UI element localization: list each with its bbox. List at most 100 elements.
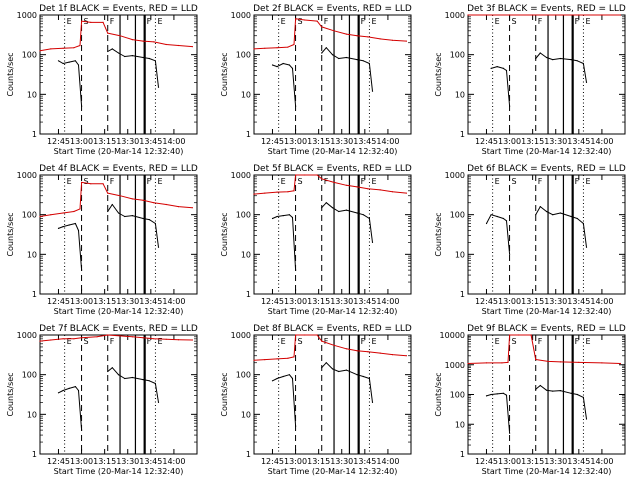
events-point: [295, 425, 297, 427]
events-point: [148, 380, 150, 382]
lld-point: [90, 183, 92, 185]
events-series-line: [535, 385, 587, 420]
events-point: [576, 217, 578, 220]
lld-point: [530, 334, 532, 336]
lld-point: [62, 47, 64, 49]
events-point: [81, 269, 83, 271]
x-tick-label: 14:00: [162, 457, 185, 466]
y-tick-label: 10: [241, 250, 251, 259]
lld-point: [177, 339, 180, 341]
x-tick-label: 13:00: [284, 137, 307, 146]
lld-point: [177, 44, 180, 47]
lld-point: [535, 358, 537, 361]
x-tick-label: 13:15: [307, 137, 330, 146]
lld-point: [379, 38, 381, 40]
events-point: [291, 377, 294, 380]
events-point: [325, 202, 327, 204]
lld-point: [90, 21, 92, 23]
marker-label: F: [324, 337, 329, 346]
lld-point: [293, 190, 295, 192]
y-tick-label: 100: [236, 51, 251, 60]
x-tick-label: 13:45: [353, 457, 376, 466]
y-tick-label: 1000: [17, 171, 37, 180]
events-point: [362, 375, 364, 378]
y-axis-label: Counts/sec: [434, 52, 443, 96]
y-tick-label: 1: [32, 130, 37, 139]
lld-point: [345, 348, 347, 350]
lld-point: [304, 174, 306, 176]
marker-label: F: [110, 17, 115, 26]
lld-point: [509, 334, 511, 336]
x-tick-label: 13:00: [284, 297, 307, 306]
lld-point: [191, 46, 193, 48]
y-tick-label: 10: [455, 420, 465, 429]
lld-point: [367, 36, 369, 38]
y-tick-label: 100: [236, 371, 251, 380]
events-point: [124, 55, 126, 58]
events-point: [81, 105, 83, 107]
y-tick-label: 10: [27, 410, 37, 419]
lld-point: [316, 174, 318, 176]
lld-point: [50, 339, 52, 341]
lld-point: [73, 210, 75, 213]
x-tick-label: 13:00: [70, 137, 93, 146]
chart-title: Det 5f BLACK = Events, RED = LLD: [253, 164, 412, 174]
x-tick-label: 13:30: [330, 457, 353, 466]
lld-point: [316, 334, 318, 336]
x-tick-label: 12:45: [261, 137, 284, 146]
y-tick-label: 1000: [17, 331, 37, 340]
y-tick-label: 100: [450, 211, 465, 220]
marker-label: F: [110, 337, 115, 346]
events-point: [496, 66, 498, 68]
marker-label: E: [281, 337, 286, 346]
events-point: [142, 56, 144, 59]
lld-point: [333, 30, 335, 32]
lld-point: [165, 338, 167, 340]
lld-point: [321, 26, 323, 28]
lld-point: [142, 337, 144, 339]
plot-frame: [39, 174, 198, 295]
plot-frame: [253, 14, 412, 135]
events-series-line: [107, 367, 159, 403]
events-point: [276, 377, 278, 380]
chart-panel-7: Det 7f BLACK = Events, RED = LLD 1 10 100 10…: [6, 324, 198, 476]
lld-series-line: [39, 181, 193, 217]
y-tick-label: 1000: [445, 361, 465, 370]
events-point: [107, 50, 109, 53]
events-point: [502, 392, 504, 394]
x-tick-label: 13:30: [116, 297, 139, 306]
marker-label: F: [538, 337, 543, 346]
lld-point: [79, 44, 81, 47]
marker-label: E: [371, 17, 376, 26]
lld-point: [102, 21, 104, 23]
lld-point: [253, 359, 255, 361]
lld-point: [293, 43, 295, 46]
plot-frame: [253, 334, 412, 455]
marker-label: E: [371, 177, 376, 186]
events-point: [68, 224, 70, 226]
x-tick-label: 12:45: [475, 457, 498, 466]
lld-point: [547, 360, 549, 362]
events-point: [142, 379, 144, 381]
lld-point: [62, 338, 64, 340]
x-tick-label: 14:00: [590, 457, 613, 466]
events-point: [362, 60, 364, 62]
chart-panel-9: Det 9f BLACK = Events, RED = LLD 1 10 100 10…: [434, 324, 626, 476]
lld-point: [619, 14, 622, 16]
y-axis-label: Counts/sec: [220, 372, 229, 416]
marker-label: E: [281, 177, 286, 186]
chart-panel-8: Det 8f BLACK = Events, RED = LLD 1 10 100 10…: [220, 324, 412, 476]
y-tick-label: 1: [460, 130, 465, 139]
events-point: [291, 67, 294, 69]
events-point: [74, 222, 76, 225]
marker-label: F: [538, 177, 543, 186]
x-tick-label: 13:15: [521, 297, 544, 306]
events-point: [582, 62, 585, 65]
lld-series-line: [39, 20, 193, 52]
lld-point: [555, 14, 557, 16]
events-point: [559, 57, 562, 60]
marker-label: S: [84, 337, 89, 346]
events-series-line: [321, 362, 373, 403]
chart-title: Det 7f BLACK = Events, RED = LLD: [39, 324, 198, 334]
